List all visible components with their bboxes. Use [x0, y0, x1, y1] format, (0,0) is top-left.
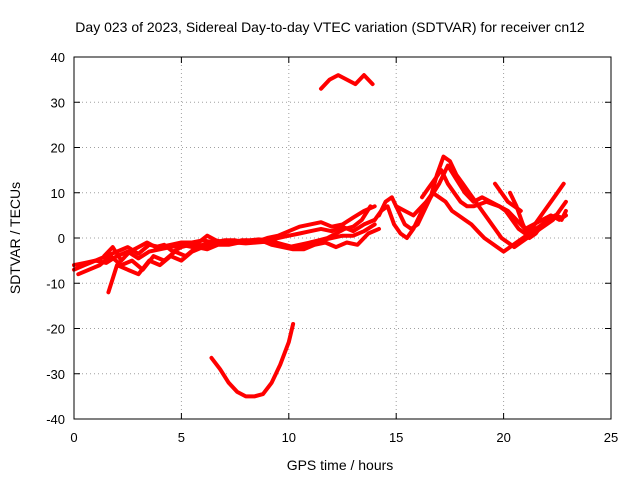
- y-tick-label: 10: [51, 186, 65, 201]
- series-line-pass-g: [372, 190, 568, 254]
- y-tick-label: 0: [58, 231, 65, 246]
- plot-frame: [73, 56, 612, 420]
- data-series-group: [72, 73, 568, 399]
- x-tick-label: 0: [70, 430, 77, 445]
- series-line-pass-i: [420, 168, 566, 236]
- y-tick-label: -30: [46, 367, 65, 382]
- y-axis-label: SDTVAR / TECUs: [7, 182, 23, 294]
- series-line-pass-e: [102, 204, 373, 263]
- chart-title: Day 023 of 2023, Sidereal Day-to-day VTE…: [75, 19, 585, 35]
- y-tick-label: 40: [51, 50, 65, 65]
- y-tick-label: 20: [51, 141, 65, 156]
- x-tick-label: 15: [389, 430, 403, 445]
- series-line-pass-m: [209, 322, 296, 399]
- series-line-pass-k: [508, 190, 568, 240]
- y-tick-label: 30: [51, 95, 65, 110]
- x-axis-label: GPS time / hours: [287, 457, 394, 473]
- series-line-pass-l: [319, 73, 375, 91]
- y-tick-label: -40: [46, 412, 65, 427]
- series-line-pass-h: [394, 163, 568, 231]
- y-tick-label: -20: [46, 322, 65, 337]
- axes: 0 5 10 15 20 25 -40 -30 -20 -10 0 10 20 30 40: [46, 50, 618, 445]
- x-tick-label: 20: [496, 430, 510, 445]
- series-line-pass-d: [106, 217, 377, 295]
- x-tick-label: 25: [604, 430, 618, 445]
- x-tick-label: 10: [282, 430, 296, 445]
- x-tick-label: 5: [178, 430, 185, 445]
- y-tick-label: -10: [46, 276, 65, 291]
